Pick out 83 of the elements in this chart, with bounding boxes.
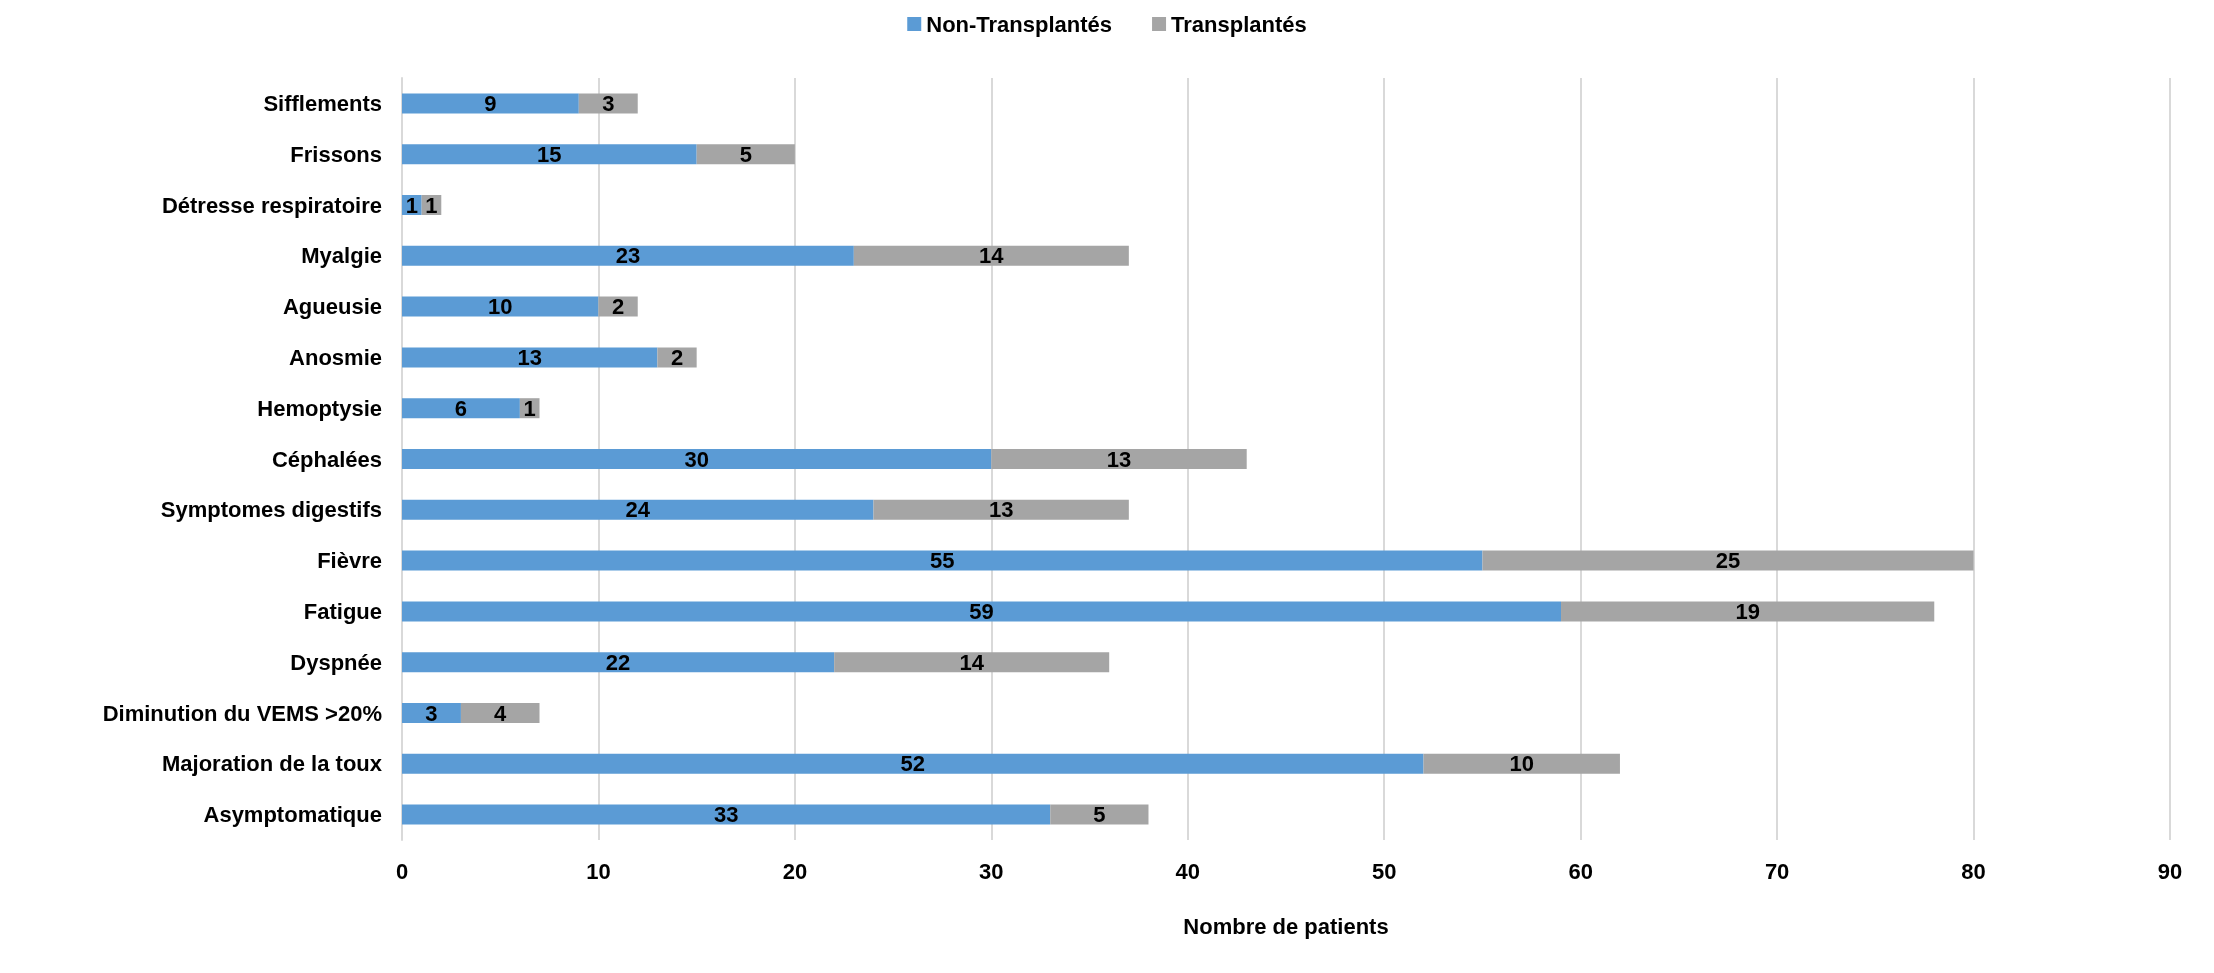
y-tick-label: Sifflements <box>263 90 382 116</box>
y-tick-label: Myalgie <box>301 243 382 269</box>
data-label: 19 <box>1735 598 1760 624</box>
x-axis-title: Nombre de patients <box>1183 913 1389 939</box>
bar <box>873 499 1129 520</box>
data-label: 15 <box>537 141 562 167</box>
data-label: 2 <box>670 344 684 370</box>
data-label: 14 <box>979 243 1005 269</box>
y-tick-label: Céphalées <box>271 446 382 472</box>
bar <box>991 449 1247 469</box>
data-label: 4 <box>494 700 508 726</box>
data-label: 59 <box>969 598 994 624</box>
data-label: 5 <box>1093 802 1106 828</box>
legend-label: Transplantés <box>1171 11 1307 37</box>
data-label: 33 <box>713 802 739 828</box>
x-tick-label: 40 <box>1175 858 1201 884</box>
y-tick-label: Symptomes digestifs <box>160 497 382 523</box>
x-tick-label: 60 <box>1568 858 1593 884</box>
bar <box>1050 804 1149 825</box>
data-label: 24 <box>625 497 651 523</box>
bar <box>1561 601 1935 622</box>
bar <box>402 703 461 723</box>
bar <box>402 144 697 165</box>
x-tick-label: 20 <box>782 858 808 884</box>
y-tick-label: Asymptomatique <box>203 802 382 828</box>
y-tick-label: Frissons <box>290 141 382 167</box>
x-tick-label: 50 <box>1371 858 1397 884</box>
y-tick-label: Fièvre <box>317 548 382 574</box>
data-label: 3 <box>602 90 615 116</box>
data-label: 13 <box>988 497 1014 523</box>
bar <box>402 347 658 368</box>
bar <box>696 144 795 165</box>
bar <box>402 804 1051 825</box>
data-label: 9 <box>484 90 497 116</box>
x-tick-label: 30 <box>979 858 1004 884</box>
bar <box>402 296 599 317</box>
data-label: 5 <box>739 141 752 167</box>
bar <box>402 753 1424 774</box>
data-label: 1 <box>425 192 438 218</box>
data-label: 2 <box>611 294 625 320</box>
data-label: 23 <box>615 243 641 269</box>
data-label: 30 <box>684 446 709 472</box>
y-tick-label: Majoration de la toux <box>161 751 383 777</box>
data-label: 10 <box>1509 751 1534 777</box>
bar <box>402 499 874 520</box>
data-label: 14 <box>959 649 985 675</box>
bar <box>402 398 520 419</box>
data-label: 52 <box>900 751 925 777</box>
data-label: 55 <box>929 548 955 574</box>
y-tick-label: Détresse respiratoire <box>161 192 382 218</box>
x-tick-label: 70 <box>1764 858 1790 884</box>
bar <box>834 652 1110 673</box>
y-tick-label: Anosmie <box>289 344 382 370</box>
x-tick-label: 10 <box>586 858 611 884</box>
bar <box>402 550 1483 571</box>
data-label: 10 <box>487 294 513 320</box>
data-label: 13 <box>517 344 542 370</box>
x-tick-label: 90 <box>2157 858 2183 884</box>
data-label: 1 <box>523 395 536 421</box>
bar <box>402 601 1562 622</box>
data-label: 6 <box>454 395 468 421</box>
y-tick-label: Dyspnée <box>290 649 382 675</box>
x-tick-label: 0 <box>395 858 409 884</box>
data-label: 1 <box>405 192 418 218</box>
data-label: 25 <box>1715 548 1741 574</box>
bar <box>402 449 992 469</box>
legend-label: Non-Transplantés <box>926 11 1113 37</box>
x-tick-label: 80 <box>1961 858 1986 884</box>
y-tick-label: Fatigue <box>303 598 382 624</box>
data-label: 3 <box>425 700 438 726</box>
bar <box>1482 550 1974 571</box>
y-tick-label: Diminution du VEMS >20% <box>102 700 382 726</box>
bar <box>578 93 638 114</box>
data-label: 13 <box>1106 446 1132 472</box>
y-tick-label: Agueusie <box>282 294 382 320</box>
data-label: 22 <box>605 649 631 675</box>
bar <box>402 652 835 673</box>
bar <box>1423 753 1620 774</box>
bar <box>402 245 854 266</box>
bar <box>853 245 1129 266</box>
y-tick-label: Hemoptysie <box>257 395 382 421</box>
bar <box>460 703 540 723</box>
bar <box>402 93 579 114</box>
